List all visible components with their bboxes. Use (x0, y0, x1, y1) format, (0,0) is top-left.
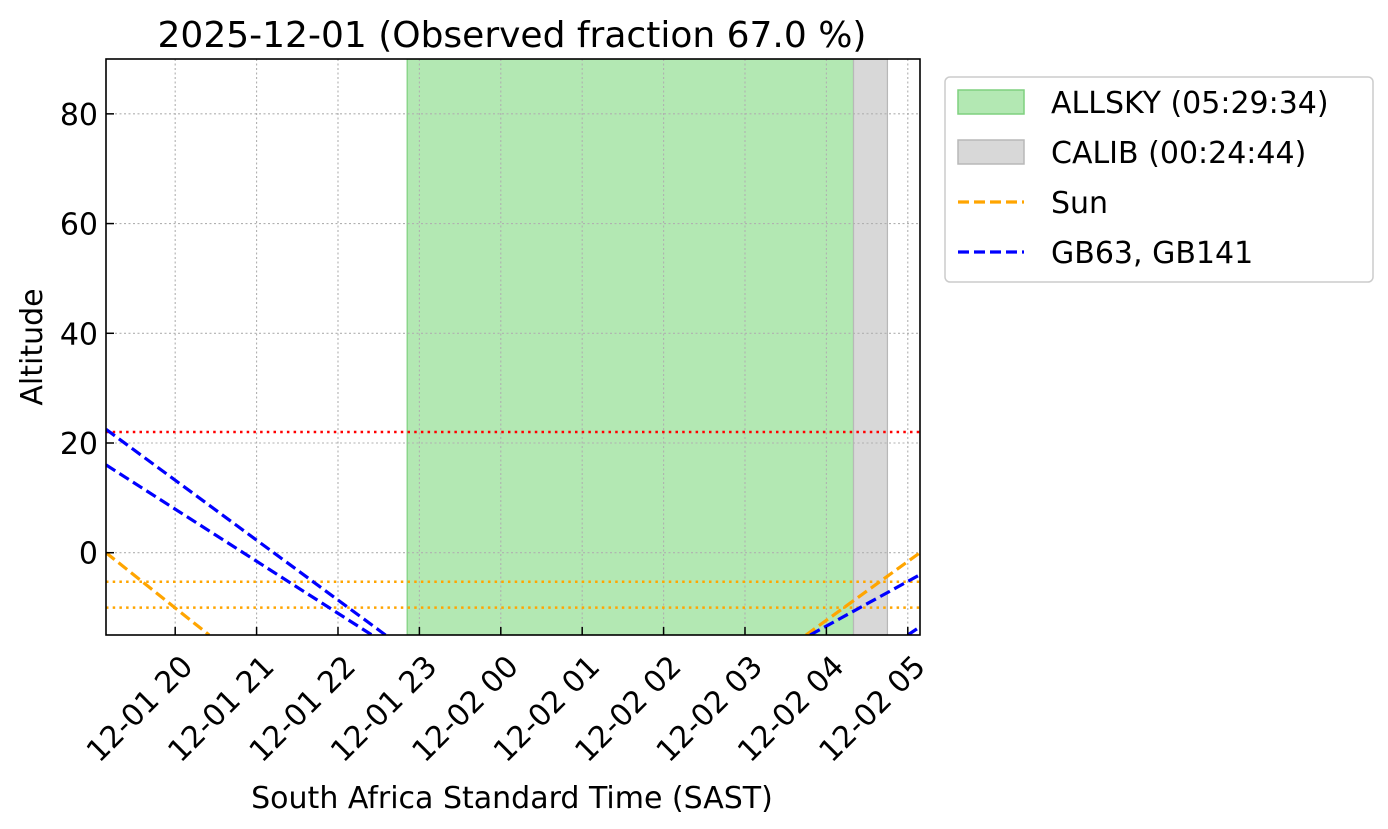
series-group (106, 428, 920, 635)
legend-label-gb63-gb141: GB63, GB141 (1051, 236, 1253, 271)
legend-label-allsky-05-29-34: ALLSKY (05:29:34) (1051, 86, 1329, 121)
series-line-sun-0 (106, 551, 211, 635)
y-tick-label-3: 60 (60, 208, 98, 243)
series-line-gb63-gb141-2 (106, 428, 387, 635)
chart-title: 2025-12-01 (Observed fraction 67.0 %) (158, 15, 867, 56)
series-line-gb63-gb141-3 (106, 463, 373, 635)
reference-lines (106, 430, 920, 609)
legend-frame (944, 76, 1374, 283)
y-tick-label-2: 40 (60, 317, 98, 352)
legend: ALLSKY (05:29:34) CALIB (00:24:44) Sun GB63… (944, 76, 1374, 283)
span-group (406, 59, 889, 635)
y-tick-label-0: 0 (79, 537, 98, 572)
legend-swatch-calib-00-24-44 (957, 139, 1025, 165)
legend-label-sun: Sun (1051, 186, 1108, 221)
series-line-sun-1 (805, 551, 920, 635)
y-tick-label-1: 20 (60, 427, 98, 462)
legend-swatch-allsky-05-29-34 (957, 89, 1025, 115)
y-axis-label: Altitude (15, 288, 50, 405)
x-axis-label: South Africa Standard Time (SAST) (251, 781, 773, 816)
y-tick-label-4: 80 (60, 98, 98, 133)
series-line-gb63-gb141-5 (906, 625, 920, 635)
span-allsky (406, 59, 855, 635)
plot-frame (105, 58, 921, 636)
legend-label-calib-00-24-44: CALIB (00:24:44) (1051, 136, 1306, 171)
span-calib (852, 59, 889, 635)
series-line-gb63-gb141-4 (809, 573, 920, 635)
